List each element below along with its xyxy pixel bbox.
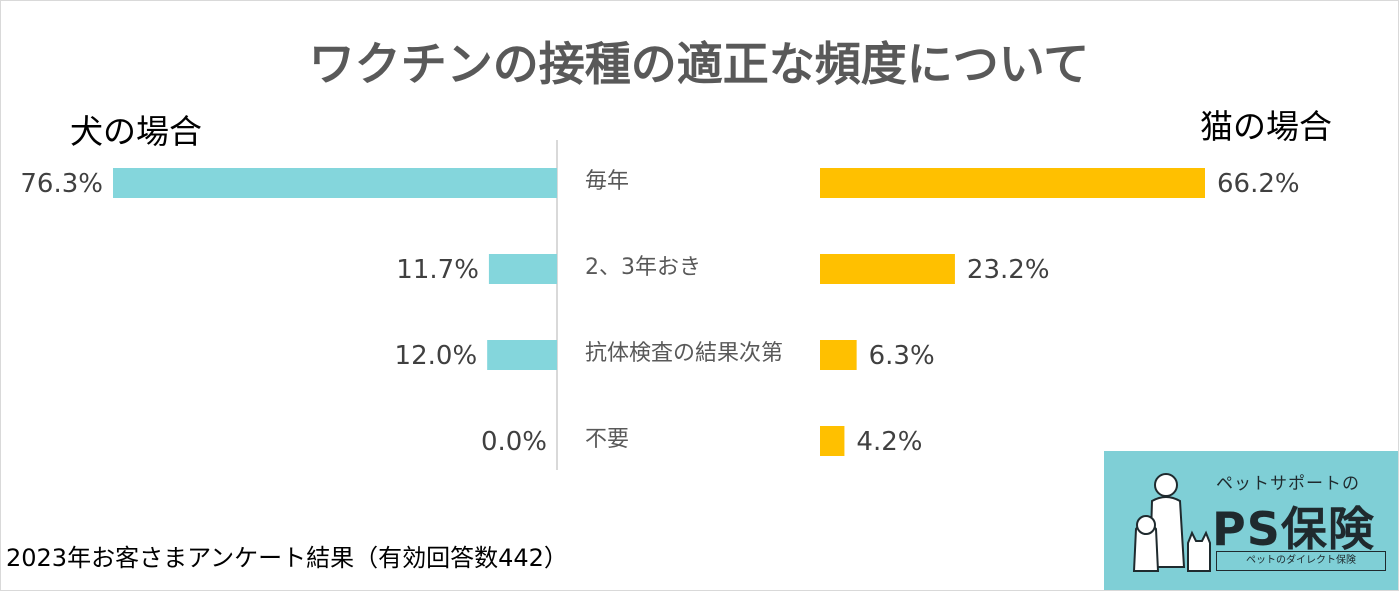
cat-value-label-3: 4.2% bbox=[856, 427, 922, 457]
cat-bar-1 bbox=[820, 254, 955, 284]
dog-bar-0 bbox=[113, 168, 557, 198]
cat-bar-0 bbox=[820, 168, 1205, 198]
category-label-0: 毎年 bbox=[585, 169, 629, 194]
ps-insurance-logo: ペットサポートの PS保険 ペットのダイレクト保険 bbox=[1104, 451, 1398, 590]
category-label-1: 2、3年おき bbox=[585, 255, 701, 280]
category-label-2: 抗体検査の結果次第 bbox=[585, 341, 783, 366]
dog-value-label-1: 11.7% bbox=[396, 255, 479, 285]
pets-illustration-icon bbox=[1132, 473, 1211, 572]
category-label-3: 不要 bbox=[585, 427, 629, 452]
logo-brand: PS保険 bbox=[1212, 502, 1375, 556]
dog-value-label-3: 0.0% bbox=[481, 427, 547, 457]
cat-value-label-2: 6.3% bbox=[869, 341, 935, 371]
dog-value-label-2: 12.0% bbox=[395, 341, 478, 371]
chart-marks: 76.3% 毎年 66.2% 11.7% 2、3年おき 23.2% 12.0% 抗体検査の結果… bbox=[20, 168, 1300, 457]
cat-bar-2 bbox=[820, 340, 857, 370]
survey-footnote: 2023年お客さまアンケート結果（有効回答数442） bbox=[6, 544, 568, 572]
cat-panel-title: 猫の場合 bbox=[1200, 107, 1332, 146]
cat-bar-3 bbox=[820, 426, 845, 456]
logo-tagline: ペットサポートの bbox=[1216, 474, 1360, 494]
dog-bar-2 bbox=[487, 340, 557, 370]
dog-panel-title: 犬の場合 bbox=[70, 112, 202, 151]
chart-title: ワクチンの接種の適正な頻度について bbox=[309, 37, 1090, 91]
dog-bar-1 bbox=[488, 254, 557, 284]
cat-value-label-0: 66.2% bbox=[1217, 169, 1300, 199]
dog-value-label-0: 76.3% bbox=[20, 169, 103, 199]
cat-value-label-1: 23.2% bbox=[967, 255, 1050, 285]
logo-subline: ペットのダイレクト保険 bbox=[1216, 551, 1386, 571]
